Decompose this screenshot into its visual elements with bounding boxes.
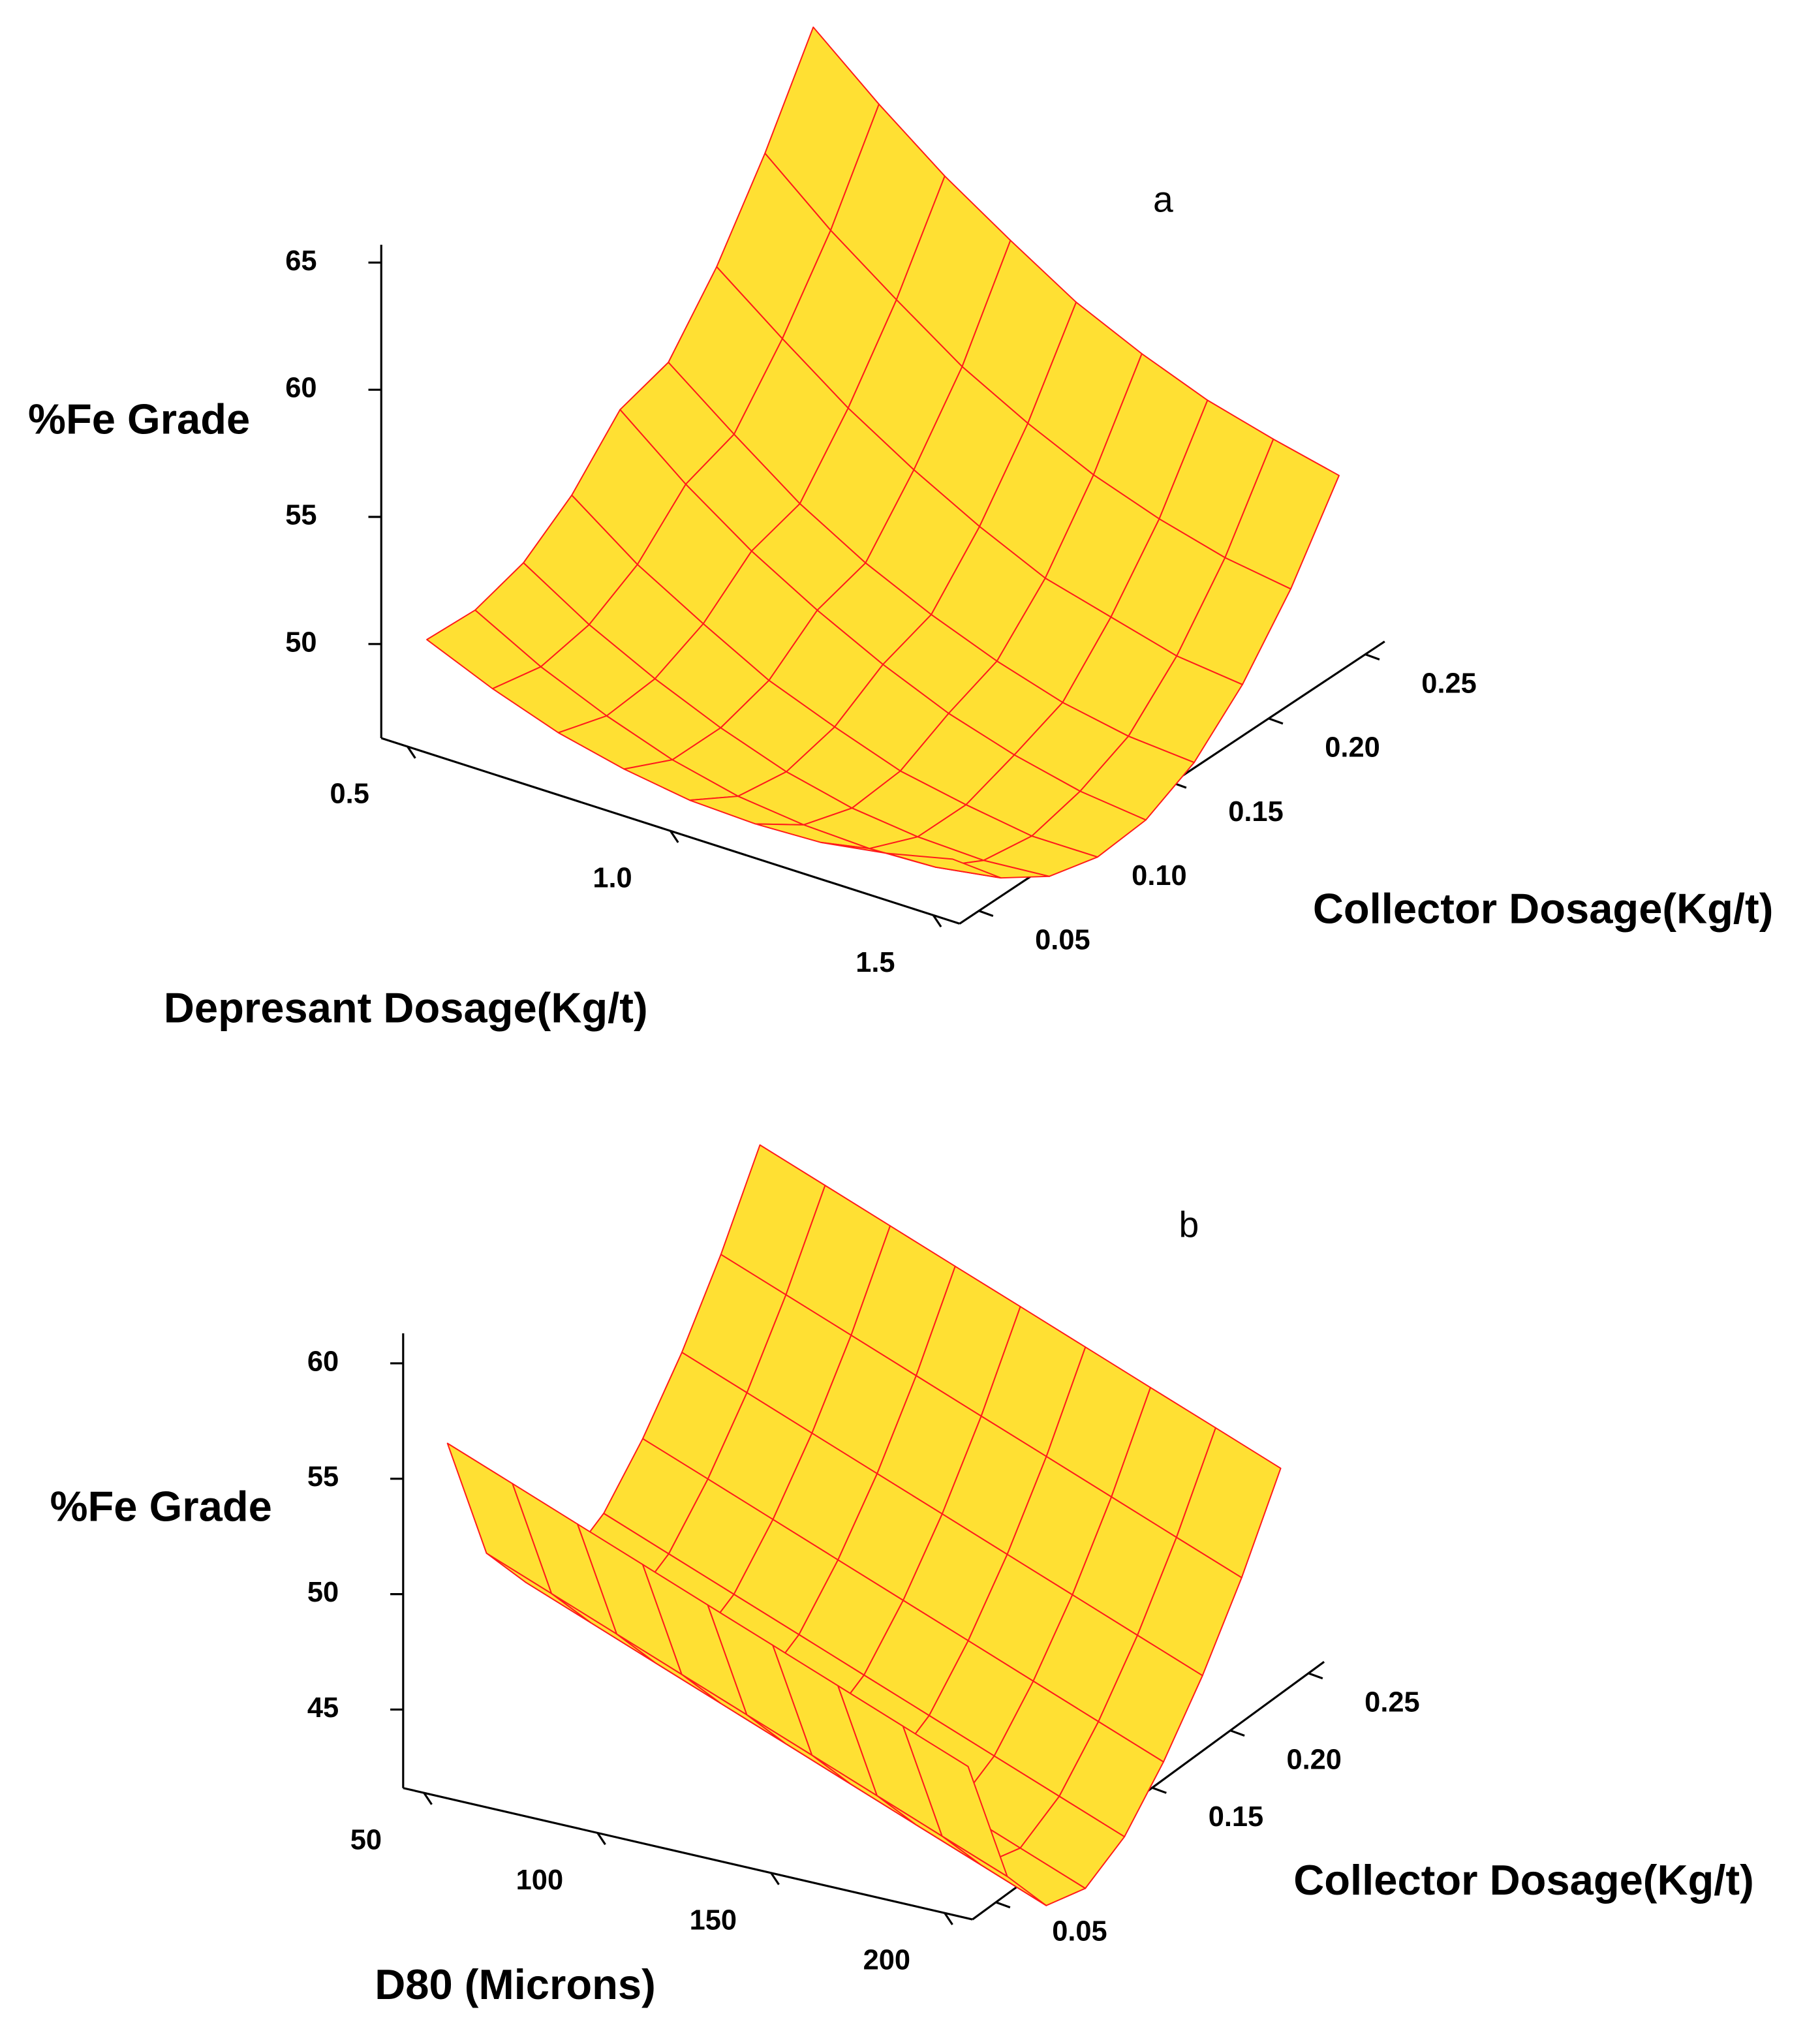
- z-tick-label: 50: [285, 627, 316, 658]
- y-tick-label: 0.10: [1132, 860, 1186, 891]
- x-tick: [944, 1912, 953, 1925]
- y-tick-label: 0.05: [1052, 1916, 1107, 1947]
- z-tick-label: 45: [307, 1692, 339, 1724]
- x-tick-label: 200: [863, 1945, 910, 1976]
- x-tick: [423, 1792, 433, 1805]
- z-tick-label: 55: [285, 499, 316, 531]
- y-tick: [995, 1901, 1011, 1909]
- x-axis-label: D80 (Microns): [375, 1961, 656, 2008]
- x-tick-label: 100: [516, 1865, 563, 1896]
- z-tick-label: 60: [285, 373, 316, 404]
- z-tick-label: 60: [307, 1346, 339, 1377]
- x-axis: [403, 1787, 973, 1921]
- y-tick-label: 0.05: [1035, 924, 1090, 955]
- z-tick-label: 50: [307, 1577, 339, 1608]
- surface-patch: [886, 852, 1002, 879]
- x-tick-label: 1.0: [593, 863, 632, 894]
- z-axis-label: %Fe Grade: [28, 395, 250, 443]
- x-tick-label: 0.5: [330, 778, 369, 809]
- y-tick-label: 0.25: [1421, 668, 1476, 699]
- y-tick-label: 0.15: [1209, 1801, 1263, 1833]
- y-tick: [1268, 717, 1284, 725]
- z-tick-label: 55: [307, 1461, 339, 1493]
- x-tick: [670, 830, 679, 843]
- x-tick: [932, 914, 942, 927]
- x-tick-label: 150: [690, 1904, 737, 1936]
- x-tick: [407, 746, 416, 759]
- x-tick: [596, 1832, 606, 1846]
- y-axis-label: Collector Dosage(Kg/t): [1313, 885, 1774, 933]
- z-axis-label: %Fe Grade: [50, 1483, 272, 1530]
- y-axis-label: Collector Dosage(Kg/t): [1293, 1856, 1754, 1904]
- x-axis-label: Depresant Dosage(Kg/t): [164, 984, 648, 1032]
- y-tick: [978, 910, 994, 917]
- z-tick-label: 65: [285, 245, 316, 277]
- y-tick: [1308, 1672, 1323, 1680]
- y-tick: [1152, 1786, 1167, 1794]
- panel-label: a: [1153, 179, 1173, 219]
- x-tick: [770, 1872, 780, 1885]
- y-tick-label: 0.20: [1325, 732, 1380, 764]
- x-tick-label: 50: [350, 1825, 382, 1856]
- x-tick-label: 1.5: [856, 947, 895, 978]
- y-tick: [1365, 653, 1380, 661]
- y-tick-label: 0.15: [1228, 796, 1283, 828]
- y-tick: [1229, 1729, 1245, 1737]
- y-tick-label: 0.25: [1365, 1687, 1419, 1718]
- panel-label: b: [1179, 1205, 1199, 1245]
- y-tick-label: 0.20: [1286, 1744, 1341, 1775]
- surface-patch: [902, 1725, 1008, 1878]
